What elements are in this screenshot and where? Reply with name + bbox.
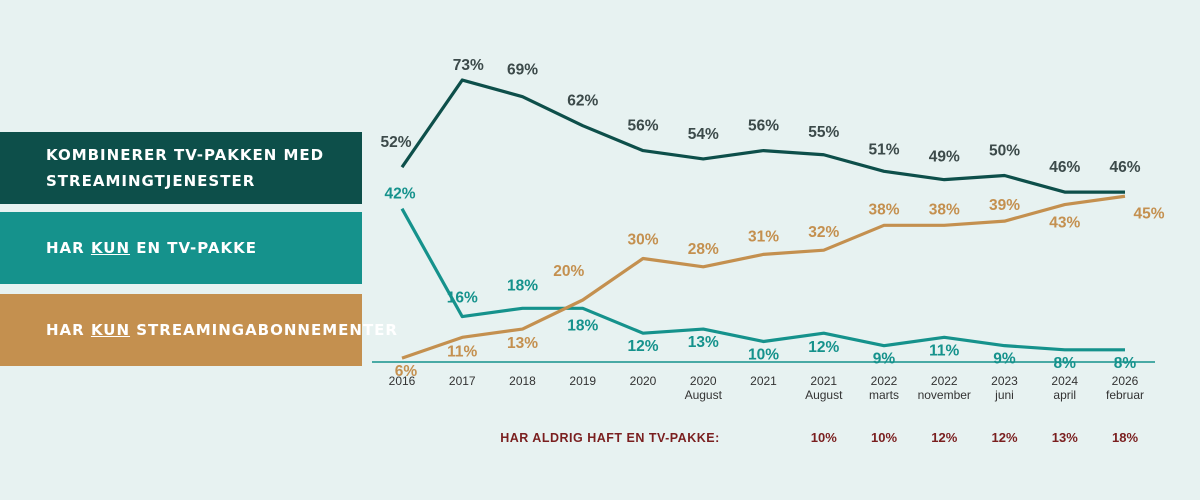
x-tick-label: 2020: [630, 374, 657, 388]
series-line-combined: [400, 78, 1125, 194]
data-label-streaming_only: 39%: [989, 197, 1020, 214]
data-label-streaming_only: 11%: [447, 343, 477, 360]
data-label-streaming_only: 45%: [1133, 205, 1164, 222]
data-label-tv_only: 13%: [688, 334, 719, 351]
legend-tv-only-pre: HAR: [46, 239, 91, 257]
x-tick-label: August: [685, 388, 723, 402]
data-label-tv_only: 12%: [627, 338, 658, 355]
legend-tv-only: HAR KUN EN TV-PAKKE: [0, 212, 362, 284]
data-label-combined: 56%: [748, 118, 779, 135]
data-label-combined: 49%: [929, 149, 960, 166]
data-label-streaming_only: 31%: [748, 228, 779, 245]
data-label-tv_only: 10%: [748, 347, 779, 364]
data-label-tv_only: 9%: [873, 351, 896, 368]
x-tick-label: 2021: [810, 374, 837, 388]
data-label-tv_only: 12%: [808, 339, 839, 356]
data-label-tv_only: 18%: [507, 277, 538, 294]
data-label-combined: 51%: [868, 141, 899, 158]
legend-combined-line1: KOMBINERER TV-PAKKEN MED: [46, 146, 325, 164]
data-label-streaming_only: 38%: [929, 201, 960, 218]
never-had-tv-value: 18%: [1112, 430, 1138, 445]
data-label-tv_only: 8%: [1114, 355, 1137, 372]
legend-tv-only-kun: KUN: [90, 239, 131, 257]
data-label-streaming_only: 38%: [868, 201, 899, 218]
data-label-combined: 50%: [989, 143, 1020, 160]
data-label-tv_only: 11%: [929, 342, 959, 359]
data-label-combined: 46%: [1049, 159, 1080, 176]
x-tick-label: marts: [869, 388, 899, 402]
data-label-streaming_only: 6%: [395, 363, 418, 380]
x-tick-label: 2022: [931, 374, 958, 388]
x-tick-label: april: [1053, 388, 1076, 402]
data-label-streaming_only: 13%: [507, 335, 538, 352]
series-line-streaming_only: [401, 194, 1126, 360]
x-tick-label: november: [918, 388, 971, 402]
data-label-streaming_only: 30%: [627, 232, 658, 249]
data-label-streaming_only: 28%: [688, 241, 719, 258]
never-had-tv-value: 10%: [871, 430, 897, 445]
legend-combined-line2: STREAMINGTJENESTER: [46, 172, 256, 190]
legend-combined: KOMBINERER TV-PAKKEN MED STREAMINGTJENES…: [0, 132, 362, 204]
data-label-combined: 62%: [567, 93, 598, 110]
x-tick-label: juni: [994, 388, 1014, 402]
x-tick-label: 2023: [991, 374, 1018, 388]
series-line-tv_only: [400, 207, 1125, 352]
x-tick-label: 2017: [449, 374, 476, 388]
data-label-tv_only: 18%: [567, 317, 598, 334]
data-label-streaming_only: 20%: [553, 263, 584, 280]
never-had-tv-value: 10%: [811, 430, 837, 445]
legend-streaming-only: HAR KUN STREAMINGABONNEMENTER: [0, 294, 397, 366]
data-label-combined: 52%: [380, 134, 411, 151]
never-had-tv-value: 12%: [931, 430, 957, 445]
data-label-tv_only: 42%: [384, 186, 415, 203]
x-tick-label: 2018: [509, 374, 536, 388]
never-had-tv-value: 12%: [991, 430, 1017, 445]
data-label-streaming_only: 32%: [808, 224, 839, 241]
data-label-tv_only: 8%: [1054, 355, 1077, 372]
data-label-combined: 46%: [1109, 159, 1140, 176]
data-label-combined: 55%: [808, 124, 839, 141]
data-label-combined: 56%: [627, 118, 658, 135]
never-had-tv-value: 13%: [1052, 430, 1078, 445]
x-tick-label: februar: [1106, 388, 1144, 402]
legend-streaming-only-post: STREAMINGABONNEMENTER: [130, 321, 398, 339]
x-tick-label: 2019: [569, 374, 596, 388]
data-label-streaming_only: 43%: [1049, 215, 1080, 232]
x-tick-label: 2024: [1051, 374, 1078, 388]
legend-tv-only-post: EN TV-PAKKE: [130, 239, 257, 257]
x-tick-label: 2020: [690, 374, 717, 388]
x-tick-label: August: [805, 388, 843, 402]
never-had-tv-label: HAR ALDRIG HAFT EN TV-PAKKE:: [500, 431, 720, 445]
legend-streaming-only-pre: HAR: [46, 321, 91, 339]
data-label-tv_only: 16%: [447, 290, 478, 307]
data-label-combined: 54%: [688, 126, 719, 143]
x-tick-label: 2026: [1112, 374, 1139, 388]
data-label-tv_only: 9%: [993, 351, 1016, 368]
x-tick-label: 2021: [750, 374, 777, 388]
x-tick-label: 2022: [871, 374, 898, 388]
legend-streaming-only-kun: KUN: [90, 321, 131, 339]
data-label-combined: 69%: [507, 62, 538, 79]
data-label-combined: 73%: [453, 57, 484, 74]
x-tick-label: 2016: [389, 374, 416, 388]
